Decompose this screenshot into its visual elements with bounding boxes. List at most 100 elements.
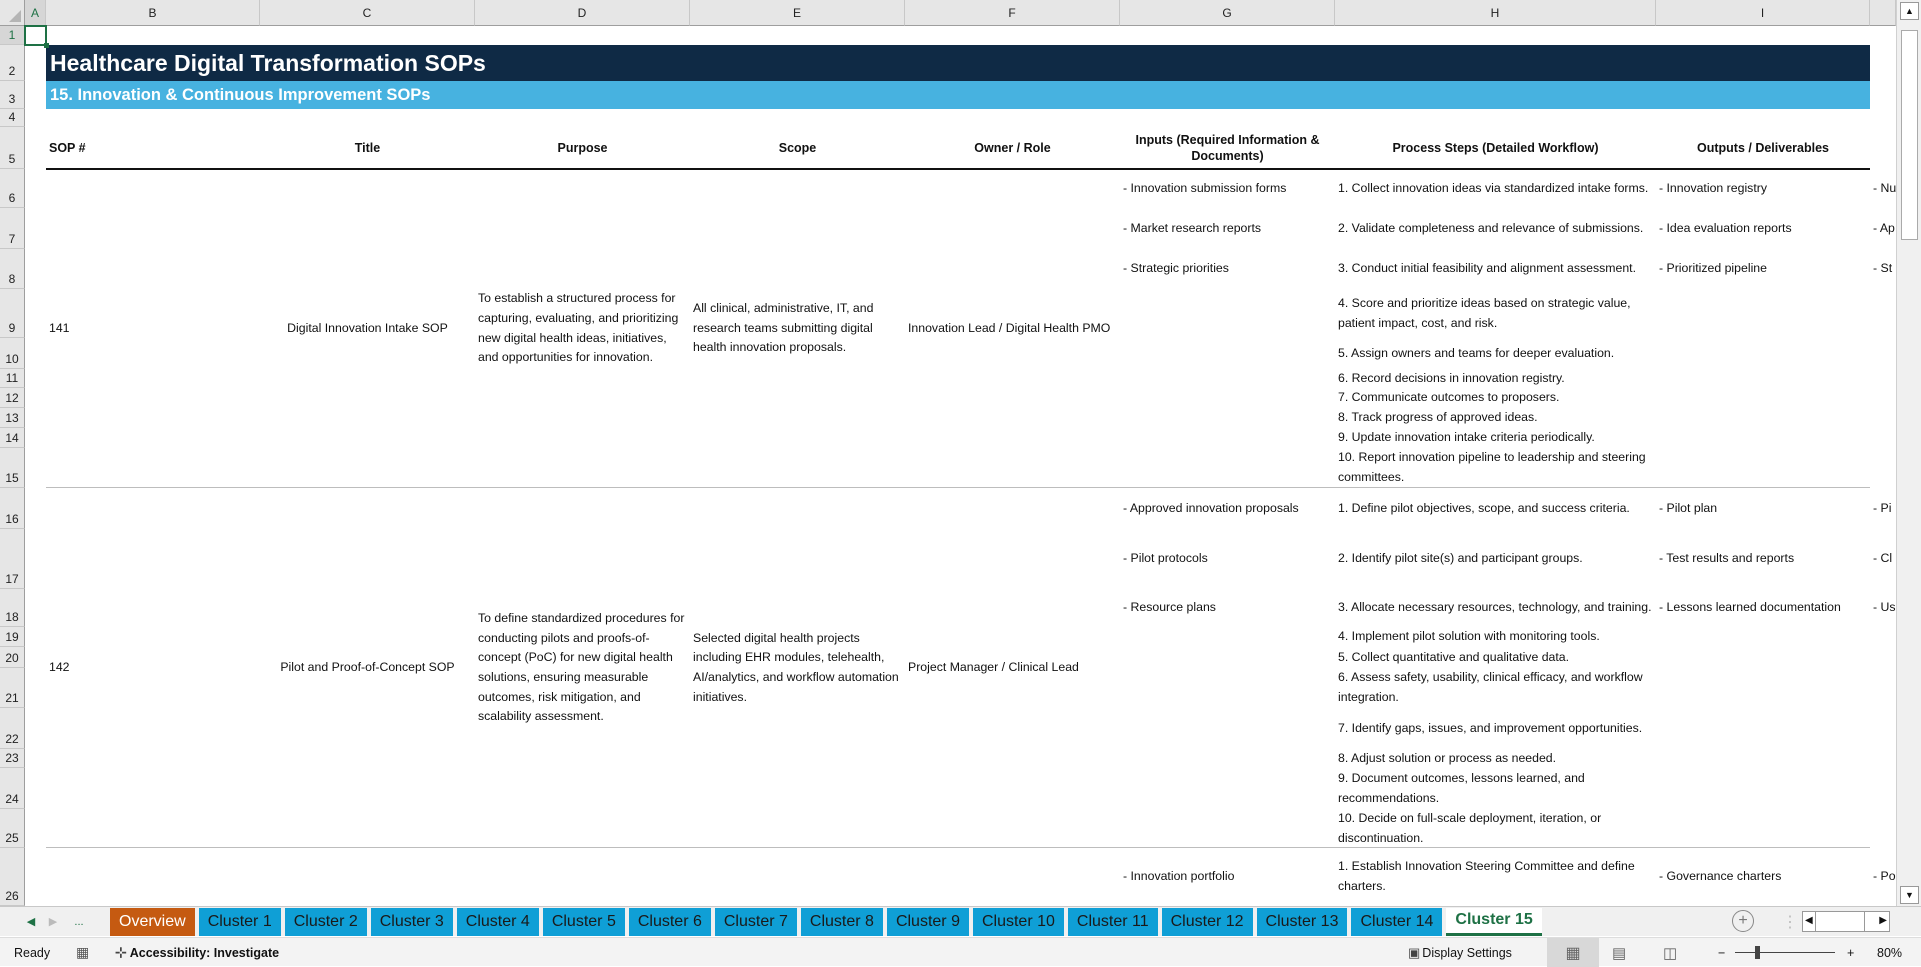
row-header-4[interactable]: 4 [0,109,25,127]
row-header-6[interactable]: 6 [0,169,25,208]
row-header-22[interactable]: 22 [0,708,25,749]
row-header-11[interactable]: 11 [0,369,25,388]
sheet-tab-cluster-5[interactable]: Cluster 5 [542,907,625,936]
column-header-f[interactable]: F [905,0,1120,26]
column-j-item: - St [1873,261,1893,276]
row-header-24[interactable]: 24 [0,768,25,809]
input-item: - Innovation portfolio [1123,869,1235,884]
splitter-handle[interactable]: ⋮ [1782,914,1798,931]
hscroll-thumb[interactable] [1815,912,1865,931]
sop-separator [46,487,1870,488]
process-step: 1. Establish Innovation Steering Committ… [1338,859,1635,893]
horizontal-scrollbar[interactable]: ◀ ▶ [1802,911,1890,932]
output-item: - Lessons learned documentation [1659,600,1841,615]
prev-sheet-icon[interactable]: ◀ [26,916,36,928]
column-header-g[interactable]: G [1120,0,1335,26]
zoom-slider-thumb[interactable] [1755,946,1760,959]
row-header-15[interactable]: 15 [0,448,25,488]
header-purpose: Purpose [557,141,608,155]
row-header-13[interactable]: 13 [0,408,25,428]
row-header-7[interactable]: 7 [0,208,25,249]
display-settings-button[interactable]: ▣ Display Settings [1408,938,1512,967]
scroll-thumb[interactable] [1901,30,1918,240]
sheet-tab-cluster-9[interactable]: Cluster 9 [886,907,969,936]
column-header-e[interactable]: E [690,0,905,26]
row-header-8[interactable]: 8 [0,249,25,289]
sheet-tab-cluster-13[interactable]: Cluster 13 [1256,907,1348,936]
output-item: - Pilot plan [1659,500,1718,515]
process-step: 6. Record decisions in innovation regist… [1338,370,1565,385]
row-header-9[interactable]: 9 [0,289,25,338]
sheet-tab-cluster-7[interactable]: Cluster 7 [714,907,797,936]
sheet-tab-cluster-4[interactable]: Cluster 4 [456,907,539,936]
column-header-j[interactable] [1870,0,1896,26]
accessibility-button[interactable]: ⊹ Accessibility: Investigate [115,938,279,967]
row-header-16[interactable]: 16 [0,488,25,529]
sheet-tab-cluster-14[interactable]: Cluster 14 [1351,907,1443,936]
row-header-18[interactable]: 18 [0,589,25,627]
process-step: 3. Allocate necessary resources, technol… [1338,600,1652,615]
row-header-19[interactable]: 19 [0,627,25,647]
sheet-tab-cluster-6[interactable]: Cluster 6 [628,907,711,936]
vertical-scrollbar[interactable]: ▲ ▼ [1896,0,1921,906]
column-header-i[interactable]: I [1656,0,1870,26]
column-header-c[interactable]: C [260,0,475,26]
zoom-slider[interactable] [1735,946,1835,959]
output-item: - Test results and reports [1659,551,1795,566]
row-header-12[interactable]: 12 [0,388,25,408]
row-header-26[interactable]: 26 [0,848,25,906]
header-owner-role: Owner / Role [974,141,1051,155]
active-cell-a1[interactable] [24,25,49,48]
add-sheet-icon[interactable]: + [1732,910,1754,932]
row-header-2[interactable]: 2 [0,45,25,81]
header-process-steps-detailed-workflow: Process Steps (Detailed Workflow) [1392,141,1599,155]
zoom-in-button[interactable]: + [1847,945,1855,960]
process-step: 10. Decide on full-scale deployment, ite… [1338,810,1602,845]
sheet-tab-cluster-12[interactable]: Cluster 12 [1161,907,1253,936]
sop-owner: Innovation Lead / Digital Health PMO [908,320,1111,335]
row-header-25[interactable]: 25 [0,809,25,848]
column-header-d[interactable]: D [475,0,690,26]
sheet-tab-cluster-10[interactable]: Cluster 10 [972,907,1064,936]
more-sheets-button[interactable]: ... [74,915,84,928]
scroll-down-button[interactable]: ▼ [1900,886,1919,904]
sop-title: Digital Innovation Intake SOP [287,320,448,335]
macro-recording-icon[interactable]: ▦ [76,944,90,960]
zoom-out-button[interactable]: − [1718,945,1726,960]
row-header-1[interactable]: 1 [0,26,25,45]
row-header-21[interactable]: 21 [0,668,25,708]
sheet-tab-cluster-8[interactable]: Cluster 8 [800,907,883,936]
process-step: 8. Track progress of approved ideas. [1338,410,1538,425]
sheet-tab-overview[interactable]: Overview [110,907,195,936]
row-header-3[interactable]: 3 [0,81,25,109]
row-header-14[interactable]: 14 [0,428,25,448]
output-item: - Governance charters [1659,869,1782,884]
column-header-h[interactable]: H [1335,0,1656,26]
row-header-5[interactable]: 5 [0,127,25,169]
sheet-tab-cluster-2[interactable]: Cluster 2 [284,907,367,936]
sheet-tab-cluster-11[interactable]: Cluster 11 [1067,907,1158,936]
select-all-corner[interactable] [0,0,25,26]
normal-view-icon[interactable]: ▦ [1547,938,1599,967]
sheet-title: Healthcare Digital Transformation SOPs [46,45,1870,81]
zoom-level[interactable]: 80% [1877,945,1903,960]
column-j-item: - Pi [1873,500,1892,515]
row-header-20[interactable]: 20 [0,647,25,668]
scroll-up-button[interactable]: ▲ [1900,2,1919,20]
column-header-a[interactable]: A [25,0,46,26]
process-step: 7. Communicate outcomes to proposers. [1338,390,1560,405]
row-header-17[interactable]: 17 [0,529,25,589]
page-layout-view-icon[interactable]: ▤ [1612,944,1627,962]
next-sheet-icon[interactable]: ▶ [48,916,58,928]
scroll-right-icon[interactable]: ▶ [1879,915,1887,926]
sheet-tab-cluster-15[interactable]: Cluster 15 [1446,907,1542,936]
column-header-b[interactable]: B [46,0,260,26]
page-break-preview-icon[interactable]: ◫ [1663,944,1678,962]
sheet-tab-cluster-3[interactable]: Cluster 3 [370,907,453,936]
input-item: - Innovation submission forms [1123,180,1287,195]
scroll-left-icon[interactable]: ◀ [1805,915,1813,926]
sheet-tab-cluster-1[interactable]: Cluster 1 [198,907,281,936]
row-header-23[interactable]: 23 [0,749,25,768]
row-header-10[interactable]: 10 [0,338,25,369]
